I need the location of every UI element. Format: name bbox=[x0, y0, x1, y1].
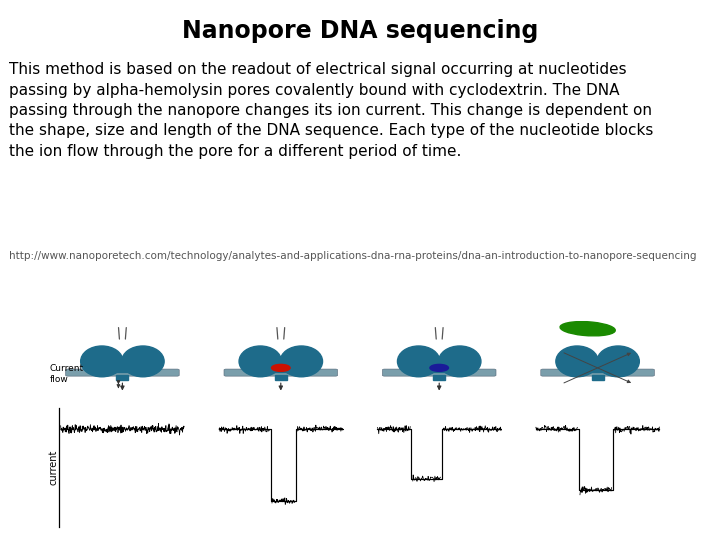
Ellipse shape bbox=[397, 346, 440, 377]
FancyBboxPatch shape bbox=[224, 369, 338, 376]
Bar bbox=[274, 361, 288, 372]
Bar bbox=[433, 375, 445, 380]
FancyBboxPatch shape bbox=[66, 369, 179, 376]
Ellipse shape bbox=[438, 346, 481, 377]
FancyBboxPatch shape bbox=[382, 369, 496, 376]
Ellipse shape bbox=[280, 346, 323, 377]
Ellipse shape bbox=[81, 346, 123, 377]
Bar bbox=[117, 375, 128, 380]
Circle shape bbox=[271, 364, 290, 372]
Bar bbox=[115, 361, 130, 372]
Ellipse shape bbox=[556, 346, 598, 377]
Ellipse shape bbox=[560, 322, 616, 336]
Text: http://www.nanoporetech.com/technology/analytes-and-applications-dna-rna-protein: http://www.nanoporetech.com/technology/a… bbox=[9, 251, 697, 261]
Ellipse shape bbox=[597, 346, 639, 377]
Bar bbox=[432, 361, 446, 372]
Ellipse shape bbox=[122, 346, 164, 377]
Text: Nanopore DNA sequencing: Nanopore DNA sequencing bbox=[182, 19, 538, 43]
Circle shape bbox=[430, 364, 449, 372]
Bar bbox=[275, 375, 287, 380]
Bar bbox=[590, 361, 605, 372]
Ellipse shape bbox=[239, 346, 282, 377]
Text: Current
flow: Current flow bbox=[50, 364, 84, 384]
Y-axis label: current: current bbox=[48, 449, 58, 485]
Bar bbox=[592, 375, 603, 380]
Text: This method is based on the readout of electrical signal occurring at nucleotide: This method is based on the readout of e… bbox=[9, 62, 654, 159]
FancyBboxPatch shape bbox=[541, 369, 654, 376]
